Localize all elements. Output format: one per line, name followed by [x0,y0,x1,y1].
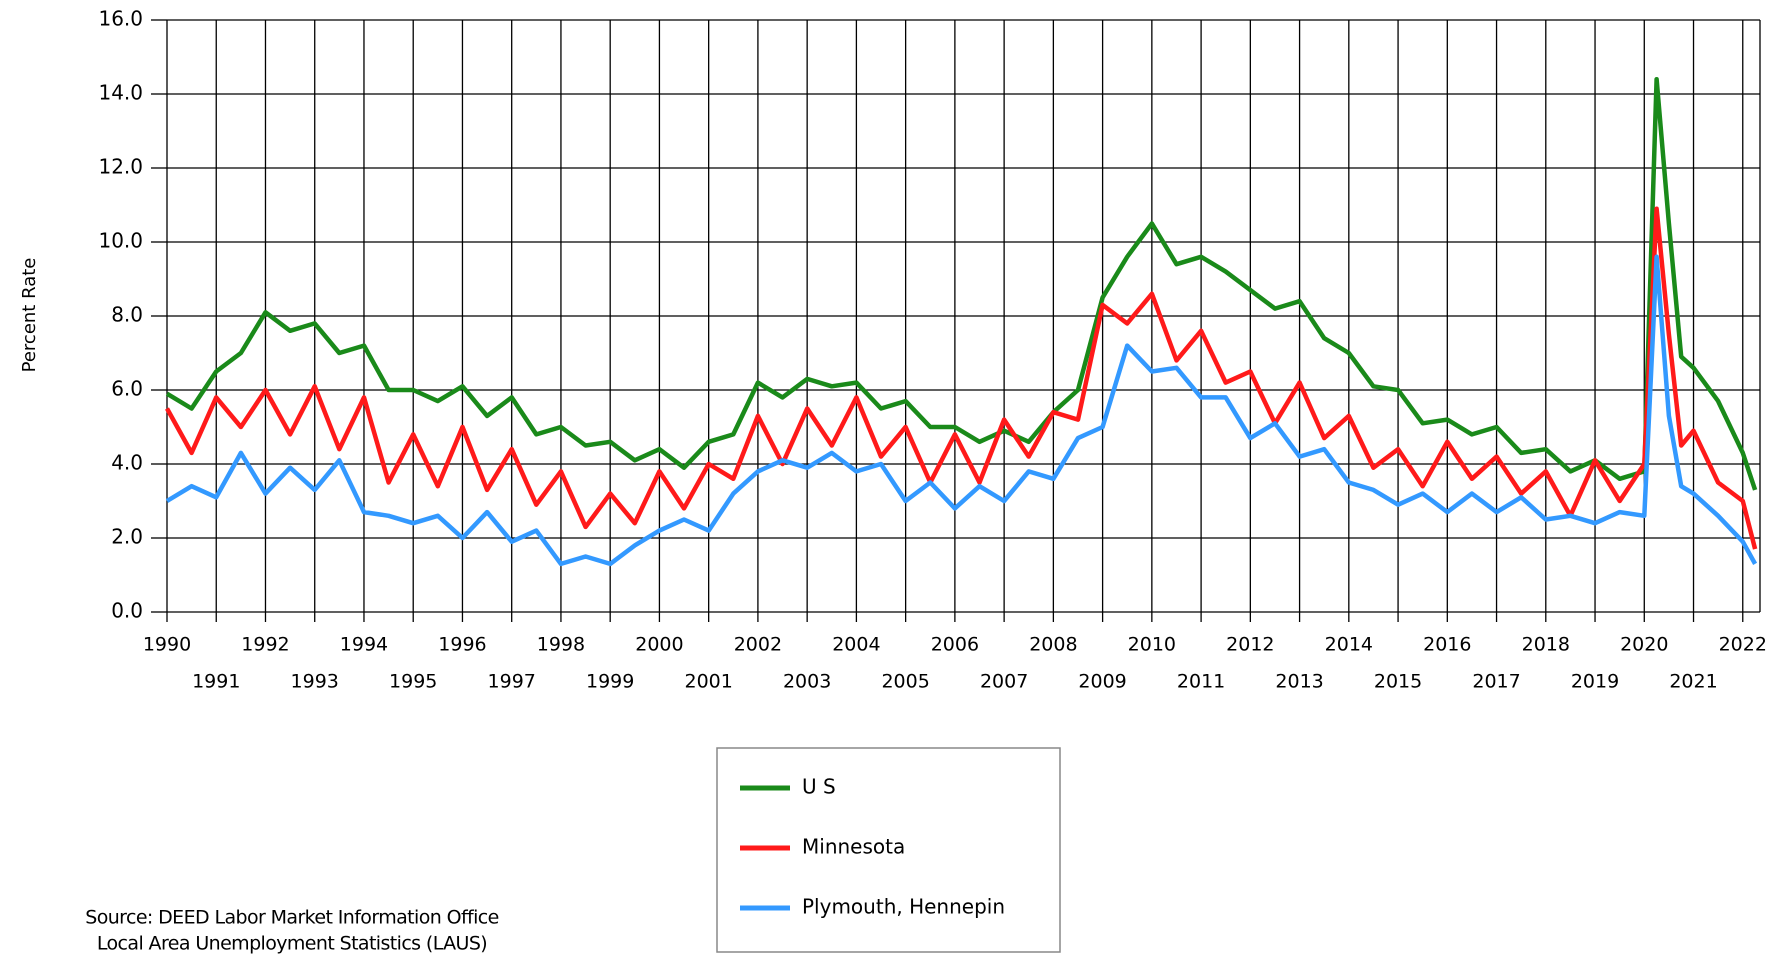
y-tick-label: 6.0 [111,377,143,401]
y-axis-label: Percent Rate [19,258,40,373]
source-line: Source: DEED Labor Market Information Of… [85,907,499,929]
series-line [165,76,1758,491]
x-tick-label: 2004 [832,634,880,656]
x-tick-label: 2022 [1719,634,1767,656]
source-line: Local Area Unemployment Statistics (LAUS… [97,933,487,955]
x-tick-label: 2000 [635,634,683,656]
series-line [165,206,1758,550]
x-tick-label: 2006 [931,634,979,656]
y-tick-label: 8.0 [111,303,143,327]
y-tick-label: 10.0 [98,229,143,253]
x-tick-label: 2008 [1029,634,1077,656]
x-tick-label: 1994 [340,634,388,656]
legend-label: Plymouth, Hennepin [802,895,1005,919]
x-tick-label: 2001 [684,671,732,693]
x-tick-label: 1999 [586,671,634,693]
x-tick-label: 1991 [192,671,240,693]
x-tick-label: 2020 [1620,634,1668,656]
x-tick-label: 2013 [1275,671,1323,693]
x-tick-label: 1996 [438,634,486,656]
x-tick-label: 2017 [1472,671,1520,693]
x-tick-label: 2021 [1669,671,1717,693]
x-tick-label: 2010 [1128,634,1176,656]
y-tick-label: 12.0 [98,155,143,179]
x-tick-label: 2002 [734,634,782,656]
y-tick-label: 2.0 [111,525,143,549]
x-tick-label: 1998 [537,634,585,656]
y-tick-label: 14.0 [98,81,143,105]
x-tick-label: 1997 [488,671,536,693]
legend-label: U S [802,775,836,799]
x-tick-label: 2011 [1177,671,1225,693]
y-tick-label: 16.0 [98,7,143,31]
x-tick-label: 2003 [783,671,831,693]
x-tick-label: 2009 [1078,671,1126,693]
x-tick-label: 1995 [389,671,437,693]
x-tick-label: 2007 [980,671,1028,693]
x-tick-label: 2014 [1325,634,1373,656]
x-tick-label: 2016 [1423,634,1471,656]
x-tick-label: 2018 [1522,634,1570,656]
x-tick-label: 1990 [143,634,191,656]
x-tick-label: 1993 [291,671,339,693]
x-tick-label: 2019 [1571,671,1619,693]
x-tick-label: 2015 [1374,671,1422,693]
x-tick-label: 2012 [1226,634,1274,656]
x-tick-label: 1992 [241,634,289,656]
y-tick-label: 4.0 [111,451,143,475]
x-tick-label: 2005 [881,671,929,693]
series-line [165,254,1758,567]
legend-label: Minnesota [802,835,905,859]
y-tick-label: 0.0 [111,599,143,623]
